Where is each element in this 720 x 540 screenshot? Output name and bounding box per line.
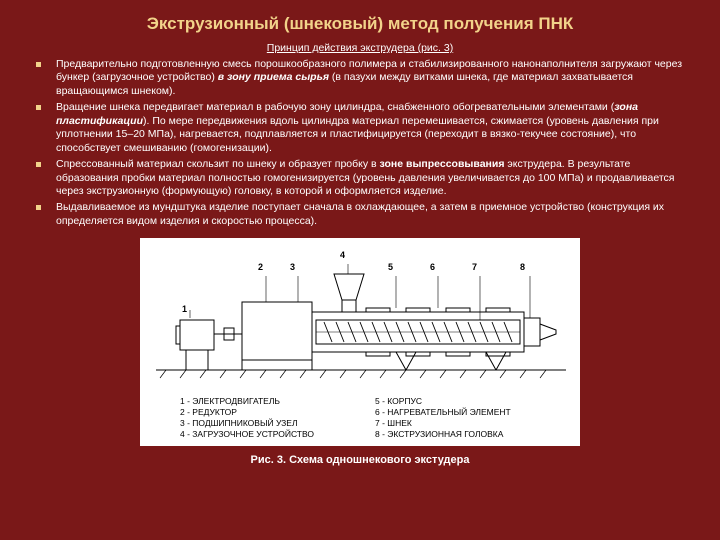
slide-title: Экструзионный (шнековый) метод получения… xyxy=(30,14,690,34)
figure-caption: Рис. 3. Схема одношнекового экстудера xyxy=(140,454,580,466)
callout-4: 4 xyxy=(340,250,345,260)
bullet-item: Спрессованный материал скользит по шнеку… xyxy=(36,158,690,198)
callout-2: 2 xyxy=(258,262,263,272)
callout-6: 6 xyxy=(430,262,435,272)
bullet-item: Выдавливаемое из мундштука изделие посту… xyxy=(36,201,690,228)
callout-8: 8 xyxy=(520,262,525,272)
extruder-diagram: 1 - ЭЛЕКТРОДВИГАТЕЛЬ2 - РЕДУКТОР3 - ПОДШ… xyxy=(140,238,580,446)
bullet-list: Предварительно подготовленную смесь поро… xyxy=(30,58,690,228)
bullet-item: Предварительно подготовленную смесь поро… xyxy=(36,58,690,98)
callout-7: 7 xyxy=(472,262,477,272)
bullet-item: Вращение шнека передвигает материал в ра… xyxy=(36,101,690,155)
callout-5: 5 xyxy=(388,262,393,272)
callout-3: 3 xyxy=(290,262,295,272)
callout-1: 1 xyxy=(182,304,187,314)
slide-subtitle: Принцип действия экструдера (рис. 3) xyxy=(30,42,690,54)
diagram-legend: 1 - ЭЛЕКТРОДВИГАТЕЛЬ2 - РЕДУКТОР3 - ПОДШ… xyxy=(180,396,570,440)
